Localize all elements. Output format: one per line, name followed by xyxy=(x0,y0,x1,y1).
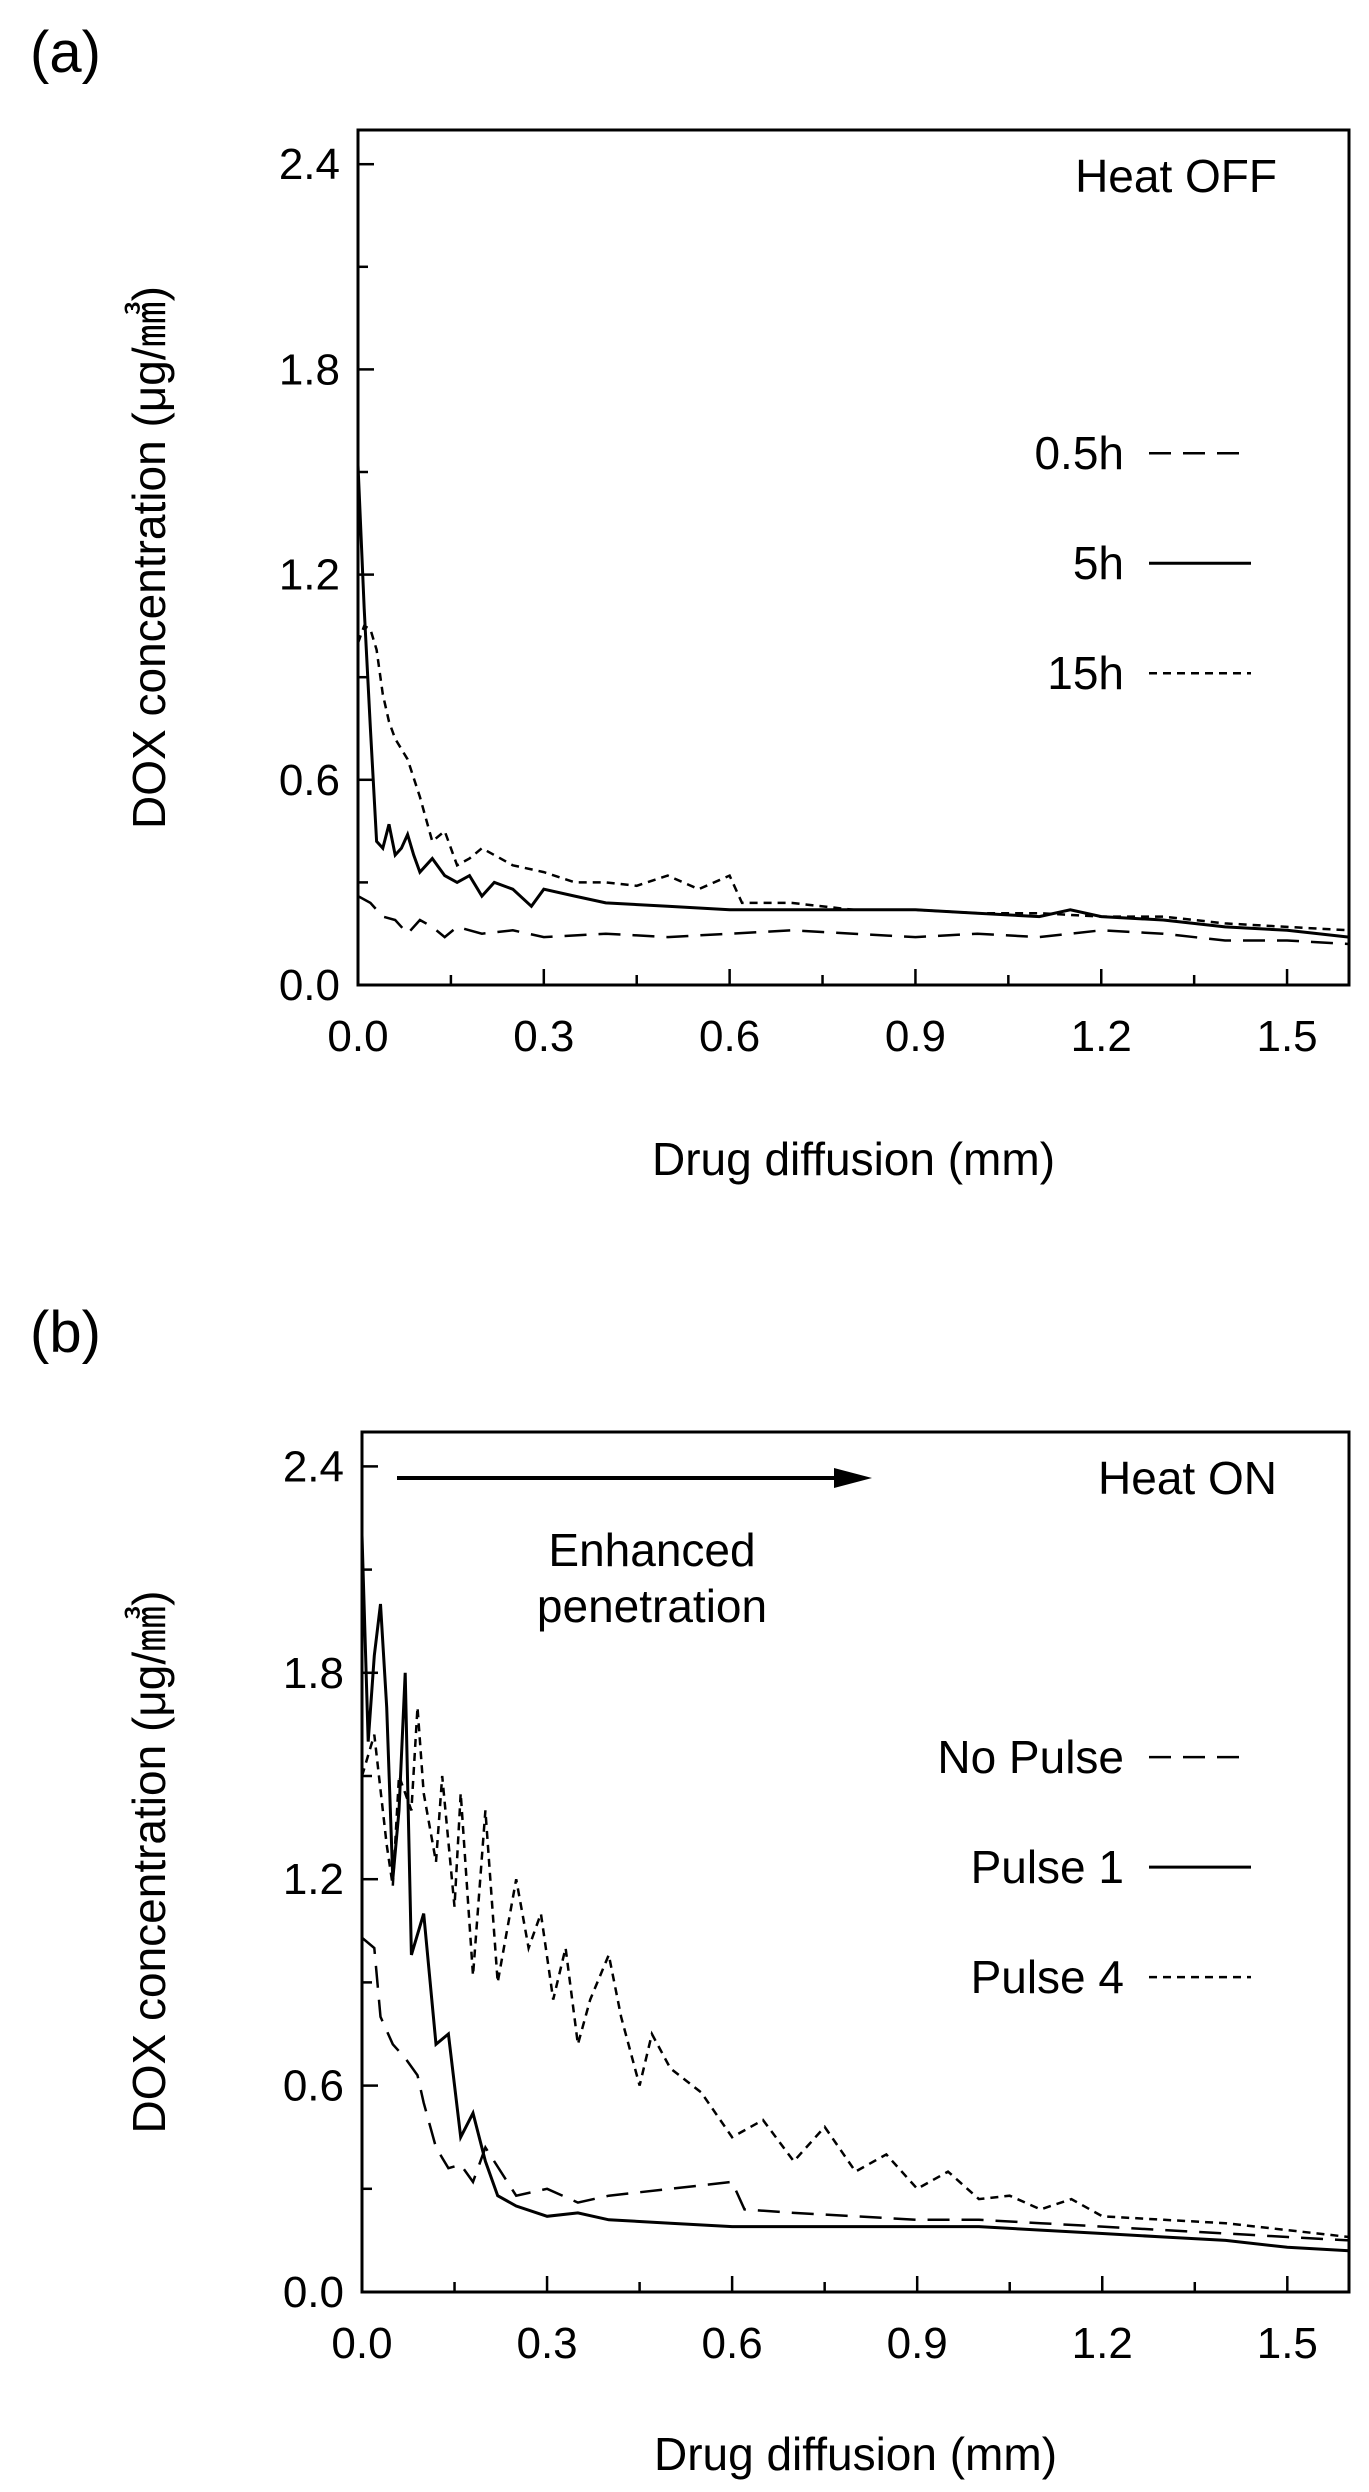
x-tick-label: 0.9 xyxy=(887,2319,948,2368)
legend-label: 0.5h xyxy=(1034,427,1124,479)
y-axis-title: DOX concentration (μg/㎣) xyxy=(123,286,175,829)
x-tick-label: 0.0 xyxy=(327,1012,388,1061)
y-tick-label: 1.2 xyxy=(279,551,340,600)
series-line-0-5h xyxy=(358,895,1349,946)
y-tick-label: 0.0 xyxy=(279,961,340,1010)
y-tick-label: 2.4 xyxy=(283,1442,344,1491)
arrow-annotation-line-2: penetration xyxy=(537,1580,767,1632)
arrow-head-icon xyxy=(834,1468,872,1488)
legend: No Pulse Pulse 1 Pulse 4 xyxy=(937,1731,1251,2003)
x-tick-label: 0.6 xyxy=(702,2319,763,2368)
x-tick-label: 0.3 xyxy=(516,2319,577,2368)
x-axis-title: Drug diffusion (mm) xyxy=(652,1133,1055,1185)
y-tick-label: 1.8 xyxy=(283,1649,344,1698)
legend-label: 15h xyxy=(1047,647,1124,699)
x-tick-label: 0.3 xyxy=(513,1012,574,1061)
y-tick-label: 0.0 xyxy=(283,2268,344,2317)
x-tick-label: 0.0 xyxy=(331,2319,392,2368)
x-tick-label: 1.2 xyxy=(1071,1012,1132,1061)
x-tick-label: 0.6 xyxy=(699,1012,760,1061)
arrow-annotation-line-1: Enhanced xyxy=(548,1524,755,1576)
panel-label: (b) xyxy=(30,1300,101,1365)
plot-frame xyxy=(360,1430,1351,2294)
y-tick-label: 1.8 xyxy=(279,345,340,394)
y-tick-label: 1.2 xyxy=(283,1855,344,1904)
series-line-15h xyxy=(358,624,1349,932)
y-tick-label: 2.4 xyxy=(279,140,340,189)
series-line-no-pulse xyxy=(362,1936,1349,2242)
legend-label: 5h xyxy=(1073,537,1124,589)
x-tick-label: 1.5 xyxy=(1257,2319,1318,2368)
chart-panel-a: (a) 0.0 0.6 1.2 1.8 2.4 0.0 0.3 0.6 0.9 1.2 1.5 Drug… xyxy=(30,20,1351,1185)
panel-label: (a) xyxy=(30,20,101,85)
heat-annotation: Heat OFF xyxy=(1075,150,1277,202)
x-axis-title: Drug diffusion (mm) xyxy=(654,2428,1057,2480)
plot-frame xyxy=(356,128,1351,987)
y-axis-title: DOX concentration (μg/㎣) xyxy=(123,1591,175,2134)
y-tick-label: 0.6 xyxy=(283,2062,344,2111)
legend-label: Pulse 4 xyxy=(971,1951,1124,2003)
heat-annotation: Heat ON xyxy=(1098,1452,1277,1504)
y-tick-label: 0.6 xyxy=(279,756,340,805)
x-tick-label: 0.9 xyxy=(885,1012,946,1061)
legend: 0.5h 5h 15h xyxy=(1034,427,1251,699)
legend-label: No Pulse xyxy=(937,1731,1124,1783)
chart-panel-b: (b) 0.0 0.6 1.2 1.8 2.4 0.0 0.3 0.6 0.9 1.2 1.5 Drug… xyxy=(30,1300,1351,2480)
legend-label: Pulse 1 xyxy=(971,1841,1124,1893)
x-tick-label: 1.5 xyxy=(1256,1012,1317,1061)
x-tick-label: 1.2 xyxy=(1072,2319,1133,2368)
